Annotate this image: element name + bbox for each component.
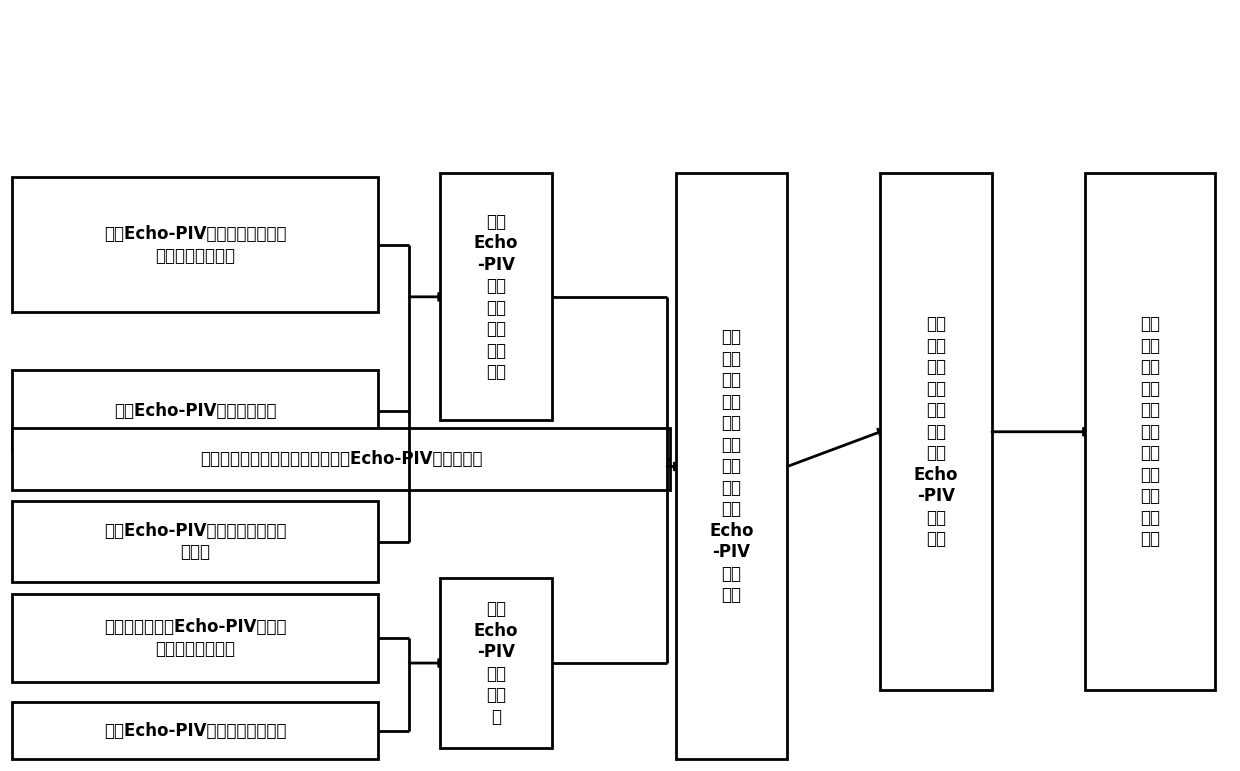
FancyBboxPatch shape [440, 173, 552, 420]
Text: 提高
Echo
-PIV
的标
定精
度: 提高 Echo -PIV 的标 定精 度 [474, 601, 518, 726]
FancyBboxPatch shape [440, 578, 552, 748]
FancyBboxPatch shape [880, 173, 992, 690]
FancyBboxPatch shape [12, 702, 378, 759]
Text: 发展
一种
适用
水泵
系统
内固
液两
相流
动的
Echo
-PIV
测量
方法: 发展 一种 适用 水泵 系统 内固 液两 相流 动的 Echo -PIV 测量 … [709, 328, 754, 604]
Text: 分析清水下超声扫描深度和角度对Echo-PIV测量的影响: 分析清水下超声扫描深度和角度对Echo-PIV测量的影响 [200, 449, 482, 468]
FancyBboxPatch shape [12, 501, 378, 582]
Text: 确定固液两相流Echo-PIV测量的
最佳查问区域范围: 确定固液两相流Echo-PIV测量的 最佳查问区域范围 [104, 618, 286, 658]
FancyBboxPatch shape [12, 177, 378, 312]
Text: 对水
泵系
统内
固液
两相
流动
进行
Echo
-PIV
试验
测量: 对水 泵系 统内 固液 两相 流动 进行 Echo -PIV 试验 测量 [914, 315, 959, 548]
FancyBboxPatch shape [12, 370, 378, 451]
FancyBboxPatch shape [676, 173, 787, 759]
FancyBboxPatch shape [1085, 173, 1215, 690]
Text: 建立Echo-PIV速度修正公式: 建立Echo-PIV速度修正公式 [114, 402, 277, 419]
Text: 分析
水泵
系统
内固
相运
动机
理及
其对
泵性
能的
影响: 分析 水泵 系统 内固 相运 动机 理及 其对 泵性 能的 影响 [1140, 315, 1161, 548]
FancyBboxPatch shape [12, 428, 670, 490]
Text: 修正Echo-PIV测量失效区域的流
场信息: 修正Echo-PIV测量失效区域的流 场信息 [104, 522, 286, 561]
Text: 修正Echo-PIV粒子图像互相关算
法，并消除伪向量: 修正Echo-PIV粒子图像互相关算 法，并消除伪向量 [104, 225, 286, 264]
Text: 建立Echo-PIV图像边界提取方法: 建立Echo-PIV图像边界提取方法 [104, 722, 286, 739]
FancyBboxPatch shape [12, 594, 378, 682]
Text: 提高
Echo
-PIV
的测
量精
度和
处理
效率: 提高 Echo -PIV 的测 量精 度和 处理 效率 [474, 213, 518, 381]
